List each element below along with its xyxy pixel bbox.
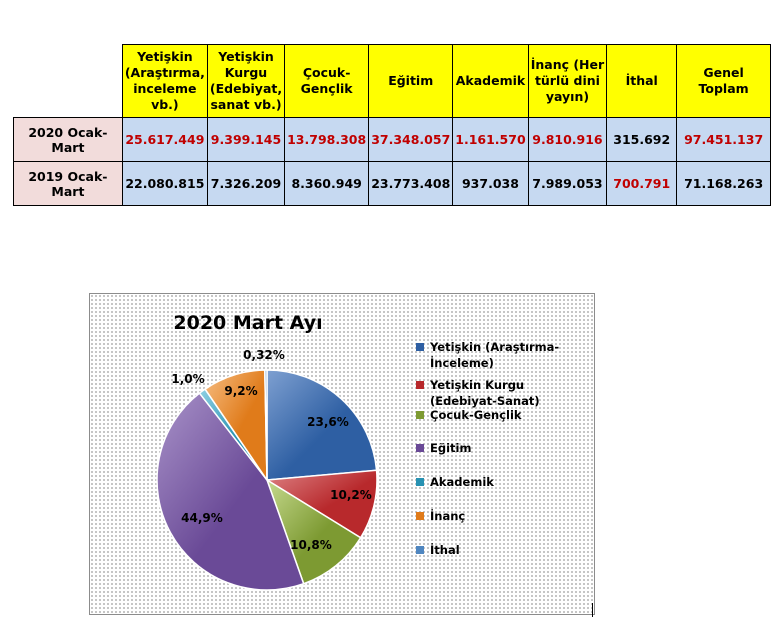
legend-swatch (416, 343, 424, 351)
table-cell: 9.810.916 (527, 117, 608, 162)
legend-swatch (416, 381, 424, 389)
legend-item: Çocuk-Gençlik (416, 407, 522, 423)
pie-slice (265, 478, 362, 585)
pie-chart: 2020 Mart Ayı 23,6% 10,2% 10,8% 44,9% 1,0% 9,… (89, 293, 595, 615)
pie-plot: 23,6% 10,2% 10,8% 44,9% 1,0% 9,2% 0,32% (156, 348, 378, 591)
slice-label: 0,32% (243, 348, 285, 362)
table-cell: 700.791 (606, 161, 678, 206)
table-cell: 97.451.137 (676, 117, 771, 162)
table-cell: 22.080.815 (121, 161, 208, 206)
table-cell: 8.360.949 (284, 161, 370, 206)
header-cell: Yetişkin Kurgu (Edebiyat, sanat vb.) (206, 44, 286, 118)
slice-label: 9,2% (224, 384, 257, 398)
header-cell: İnanç (Her türlü dini yayın) (527, 44, 608, 118)
slice-label: 44,9% (181, 511, 223, 525)
legend-swatch (416, 512, 424, 520)
slice-label: 1,0% (171, 372, 204, 386)
table-cell: 7.989.053 (527, 161, 608, 206)
legend-label: Çocuk-Gençlik (430, 408, 522, 422)
legend-item: Yetişkin (Araştırma-İnceleme) (416, 339, 594, 371)
table-cell: 1.161.570 (452, 117, 529, 162)
legend-item: Akademik (416, 474, 494, 490)
header-cell: İthal (606, 44, 678, 118)
table-cell: 23.773.408 (368, 161, 454, 206)
row-label: 2020 Ocak-Mart (13, 117, 123, 162)
table-cell: 13.798.308 (284, 117, 370, 162)
legend-item: İnanç (416, 508, 465, 524)
table-cell: 71.168.263 (676, 161, 771, 206)
legend-label: İthal (430, 543, 460, 557)
header-cell: Akademik (452, 44, 529, 118)
table-cell: 315.692 (606, 117, 678, 162)
legend-swatch (416, 546, 424, 554)
legend-swatch (416, 478, 424, 486)
table-cell: 25.617.449 (121, 117, 208, 162)
legend-item: Yetişkin Kurgu (Edebiyat-Sanat) (416, 377, 594, 409)
table-cell: 37.348.057 (368, 117, 454, 162)
legend-item: Eğitim (416, 440, 471, 456)
header-cell: Genel Toplam (676, 44, 771, 118)
legend-label: Akademik (430, 475, 494, 489)
table-cell: 9.399.145 (206, 117, 286, 162)
header-cell: Çocuk-Gençlik (284, 44, 370, 118)
legend-label: Yetişkin (Araştırma-İnceleme) (430, 340, 560, 370)
sales-table: Yetişkin (Araştırma, inceleme vb.) Yetiş… (13, 44, 771, 206)
legend-item: İthal (416, 542, 460, 558)
table-row: 2019 Ocak-Mart 22.080.815 7.326.209 8.360.9… (13, 161, 771, 206)
chart-title: 2020 Mart Ayı (173, 312, 323, 334)
corner-cell (13, 44, 123, 118)
pie-slice (156, 392, 305, 591)
header-cell: Eğitim (368, 44, 454, 118)
header-cell: Yetişkin (Araştırma, inceleme vb.) (121, 44, 208, 118)
header-row: Yetişkin (Araştırma, inceleme vb.) Yetiş… (13, 44, 771, 118)
pie-slice (266, 369, 378, 481)
table-cell: 937.038 (452, 161, 529, 206)
table-cell: 7.326.209 (206, 161, 286, 206)
row-label: 2019 Ocak-Mart (13, 161, 123, 206)
legend-swatch (416, 411, 424, 419)
slice-label: 23,6% (307, 415, 349, 429)
cursor-mark (592, 603, 593, 617)
legend-label: Eğitim (430, 441, 472, 455)
legend-label: Yetişkin Kurgu (Edebiyat-Sanat) (430, 378, 540, 408)
legend-swatch (416, 444, 424, 452)
slice-label: 10,8% (290, 538, 332, 552)
pie-slice (264, 369, 268, 481)
pie-slice (264, 469, 378, 539)
legend-label: İnanç (430, 509, 466, 523)
table-row: 2020 Ocak-Mart 25.617.449 9.399.145 13.798.… (13, 117, 771, 162)
slice-label: 10,2% (330, 488, 372, 502)
